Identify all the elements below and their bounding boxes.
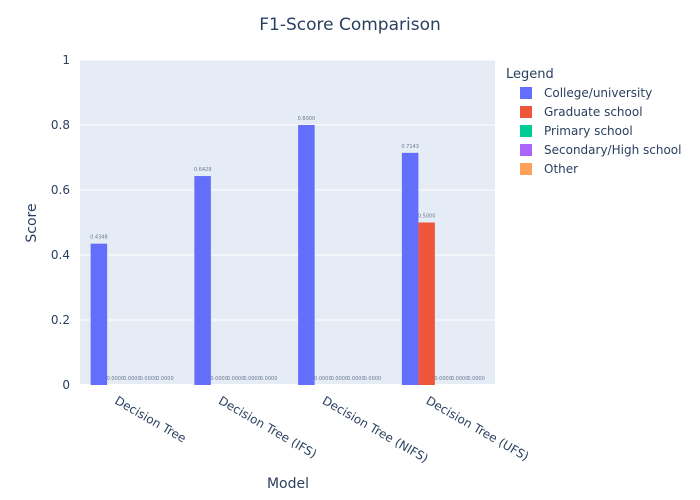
- bar-0-3: [401, 152, 419, 385]
- bar-value-label: 0.0000: [467, 376, 485, 382]
- legend-title: Legend: [506, 67, 554, 82]
- legend-item-label[interactable]: Graduate school: [544, 105, 643, 119]
- y-tick-label: 0.8: [51, 118, 70, 132]
- legend-swatch[interactable]: [520, 87, 532, 99]
- bar-0-2: [298, 125, 315, 385]
- bar-value-label: 0.0000: [140, 376, 158, 382]
- bars-group: [90, 125, 435, 385]
- y-tick-label: 0: [62, 378, 70, 392]
- legend-item-label[interactable]: College/university: [544, 86, 652, 100]
- bar-value-label: 0.0000: [210, 376, 228, 382]
- bar-value-label: 0.6429: [194, 167, 212, 173]
- y-axis-ticks: 0 0.2 0.4 0.6 0.8 1: [51, 53, 70, 392]
- bar-1-3: [418, 222, 435, 385]
- bar-0-1: [194, 176, 211, 385]
- bar-value-label: 0.0000: [123, 376, 141, 382]
- bar-value-label: 0.0000: [347, 376, 365, 382]
- bar-value-label: 0.8000: [298, 116, 316, 122]
- chart-title: F1-Score Comparison: [259, 15, 441, 35]
- legend-swatch[interactable]: [520, 125, 532, 137]
- bar-value-label: 0.0000: [331, 376, 349, 382]
- bar-0-0: [90, 243, 108, 385]
- bar-value-label: 0.4348: [90, 235, 108, 241]
- bar-value-label: 0.0000: [227, 376, 245, 382]
- bar-value-label: 0.0000: [314, 376, 332, 382]
- legend-items: College/university Graduate school Primary…: [520, 86, 681, 176]
- bar-value-label: 0.0000: [364, 376, 382, 382]
- legend: Legend College/university Graduate school…: [506, 67, 681, 176]
- bar-value-label: 0.0000: [156, 376, 174, 382]
- legend-swatch[interactable]: [520, 144, 532, 156]
- y-tick-label: 0.4: [51, 248, 70, 262]
- legend-swatch[interactable]: [520, 106, 532, 118]
- x-axis-title: Model: [267, 476, 309, 492]
- legend-item-label[interactable]: Primary school: [544, 124, 633, 138]
- bar-value-label: 0.0000: [107, 376, 125, 382]
- legend-swatch[interactable]: [520, 163, 532, 175]
- y-tick-label: 1: [62, 53, 70, 67]
- y-tick-label: 0.2: [51, 313, 70, 327]
- bar-value-label: 0.7143: [401, 144, 419, 150]
- bar-value-label: 0.0000: [434, 376, 452, 382]
- bar-value-label: 0.5000: [418, 214, 436, 220]
- y-axis-title: Score: [24, 203, 40, 242]
- bar-value-label: 0.0000: [451, 376, 469, 382]
- bar-value-label: 0.0000: [243, 376, 261, 382]
- bar-value-label: 0.0000: [260, 376, 278, 382]
- legend-item-label[interactable]: Secondary/High school: [544, 143, 681, 157]
- y-tick-label: 0.6: [51, 183, 70, 197]
- legend-item-label[interactable]: Other: [544, 162, 578, 176]
